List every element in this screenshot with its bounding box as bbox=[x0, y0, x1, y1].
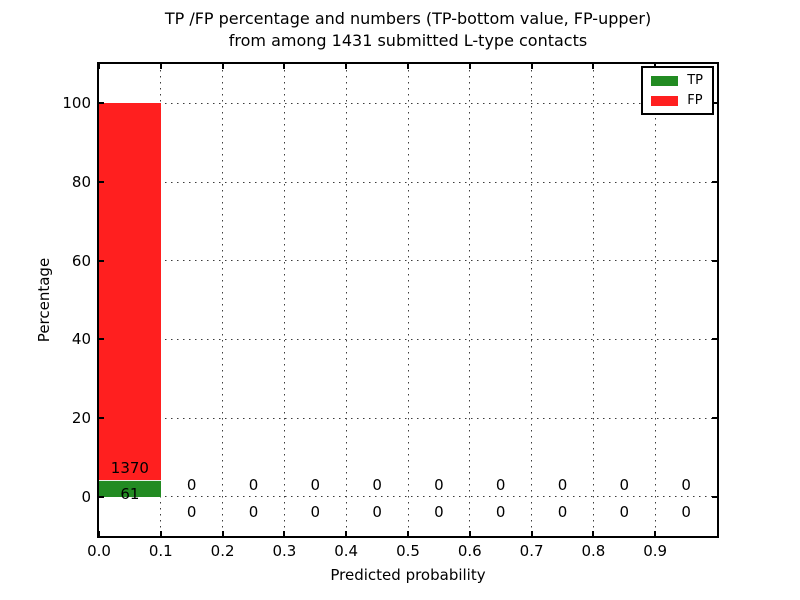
tp-count-label: 0 bbox=[619, 502, 630, 521]
x-tick-mark bbox=[221, 531, 224, 536]
chart-title-line-1: TP /FP percentage and numbers (TP-bottom… bbox=[164, 9, 652, 28]
tp-bar bbox=[99, 479, 161, 497]
tp-count-label: 61 bbox=[120, 484, 140, 503]
fp-legend-swatch bbox=[651, 95, 679, 106]
v-gridline bbox=[345, 64, 347, 536]
fp-count-label: 0 bbox=[310, 475, 321, 494]
x-tick-label: 0.2 bbox=[210, 542, 235, 560]
v-gridline bbox=[592, 64, 594, 536]
fp-legend-label: FP bbox=[687, 93, 703, 108]
x-tick-label: 0.3 bbox=[272, 542, 297, 560]
x-tick-label: 0.4 bbox=[334, 542, 359, 560]
y-tick-label: 100 bbox=[62, 94, 91, 113]
tp-legend-swatch bbox=[651, 75, 679, 86]
x-tick-mark bbox=[345, 531, 348, 536]
x-tick-mark bbox=[468, 531, 471, 536]
x-tick-mark-top bbox=[530, 64, 533, 69]
y-tick-mark bbox=[99, 102, 104, 105]
y-tick-mark-right bbox=[712, 181, 717, 183]
y-tick-mark-right bbox=[712, 102, 717, 105]
v-gridline bbox=[407, 64, 409, 536]
x-tick-label: 0.7 bbox=[519, 542, 544, 560]
y-tick-mark-right bbox=[712, 338, 717, 341]
x-tick-mark-top bbox=[221, 64, 224, 69]
x-tick-mark-top bbox=[345, 64, 348, 69]
legend-row-fp: FP bbox=[651, 94, 703, 107]
y-tick-label: 40 bbox=[71, 330, 91, 349]
y-tick-mark bbox=[99, 417, 104, 419]
y-tick-mark-right bbox=[712, 417, 717, 419]
x-tick-mark-top bbox=[98, 64, 100, 69]
tp-count-label: 0 bbox=[434, 502, 444, 521]
v-gridline bbox=[469, 64, 471, 536]
y-tick-label: 80 bbox=[71, 173, 91, 191]
v-gridline bbox=[222, 64, 224, 536]
x-tick-label: 0.1 bbox=[148, 542, 173, 560]
v-gridline bbox=[654, 64, 656, 536]
y-tick-mark bbox=[99, 495, 104, 498]
fp-bar bbox=[99, 103, 161, 480]
x-tick-mark bbox=[98, 531, 100, 536]
legend: TP FP bbox=[641, 66, 714, 115]
chart-title: TP /FP percentage and numbers (TP-bottom… bbox=[97, 8, 719, 52]
x-tick-mark-top bbox=[407, 64, 409, 69]
tp-count-label: 0 bbox=[557, 502, 568, 521]
fp-count-label: 0 bbox=[681, 475, 691, 494]
y-tick-mark bbox=[99, 181, 104, 183]
legend-row-tp: TP bbox=[651, 74, 703, 87]
v-gridline bbox=[283, 64, 285, 536]
v-gridline bbox=[531, 64, 533, 536]
fp-count-label: 0 bbox=[495, 475, 506, 494]
fp-count-label: 0 bbox=[372, 475, 382, 494]
y-tick-mark-right bbox=[712, 495, 717, 498]
v-gridline bbox=[160, 64, 162, 536]
x-tick-mark bbox=[530, 531, 533, 536]
y-tick-label: 20 bbox=[71, 409, 91, 427]
tp-count-label: 0 bbox=[681, 502, 691, 521]
fp-count-label: 0 bbox=[434, 475, 444, 494]
x-tick-mark-top bbox=[592, 64, 595, 69]
x-tick-mark bbox=[654, 531, 657, 536]
fp-count-label: 0 bbox=[186, 475, 197, 494]
fp-count-label: 1370 bbox=[110, 458, 149, 477]
x-tick-label: 0.0 bbox=[87, 542, 111, 560]
x-tick-label: 0.9 bbox=[643, 542, 668, 560]
fp-count-label: 0 bbox=[248, 475, 259, 494]
y-tick-mark bbox=[99, 338, 104, 341]
tp-count-label: 0 bbox=[495, 502, 506, 521]
tp-count-label: 0 bbox=[372, 502, 382, 521]
y-tick-label: 0 bbox=[81, 487, 91, 506]
x-tick-mark-top bbox=[468, 64, 471, 69]
tp-count-label: 0 bbox=[310, 502, 321, 521]
y-tick-mark bbox=[99, 259, 104, 262]
tp-count-label: 0 bbox=[248, 502, 259, 521]
x-tick-label: 0.6 bbox=[457, 542, 482, 560]
x-tick-label: 0.5 bbox=[396, 542, 420, 560]
tp-legend-label: TP bbox=[687, 73, 703, 88]
tp-count-label: 0 bbox=[186, 502, 197, 521]
fp-count-label: 0 bbox=[557, 475, 568, 494]
x-tick-mark bbox=[592, 531, 595, 536]
x-axis-label: Predicted probability bbox=[330, 566, 486, 584]
fp-count-label: 0 bbox=[619, 475, 630, 494]
x-tick-mark bbox=[283, 531, 286, 536]
x-tick-label: 0.8 bbox=[581, 542, 606, 560]
x-tick-mark bbox=[407, 531, 409, 536]
plot-area: TP FP 1370 61 0 0 0 0 0 0 0 0 0 0 0 0 0 0 0 0 0 0 bbox=[97, 62, 719, 538]
y-tick-mark-right bbox=[712, 259, 717, 262]
x-tick-mark-top bbox=[283, 64, 286, 69]
y-tick-label: 60 bbox=[71, 251, 91, 270]
chart-title-line-2: from among 1431 submitted L-type contact… bbox=[228, 31, 588, 50]
x-tick-mark-top bbox=[159, 64, 162, 69]
x-tick-mark bbox=[159, 531, 162, 536]
